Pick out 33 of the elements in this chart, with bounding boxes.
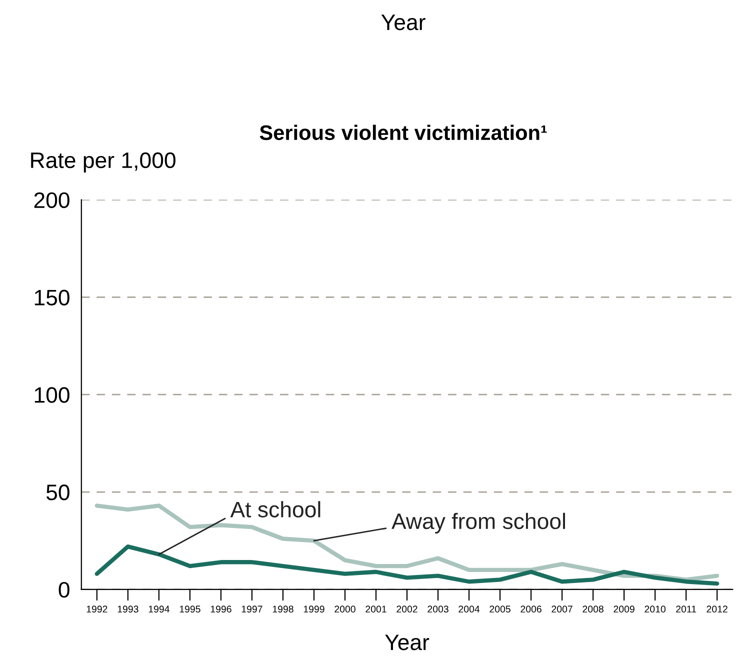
x-tick-label: 2006: [520, 606, 542, 613]
x-tick-label: 2010: [644, 606, 666, 613]
text: Year: [381, 14, 426, 30]
x-tick-label: 1992: [86, 606, 108, 613]
y-tick-label: 0: [58, 582, 70, 598]
x-tick-label: 2002: [396, 606, 418, 613]
x-tick-label: 1994: [148, 606, 170, 613]
x-tick-label: 2009: [614, 606, 634, 613]
x-tick-label: 2005: [490, 606, 510, 613]
x-tick-label: 2007: [552, 606, 572, 613]
x-tick-label: 1998: [272, 606, 294, 613]
x-tick-label: 2012: [706, 606, 728, 613]
annotation: Away from school: [392, 512, 565, 534]
x-axis-title: Year: [385, 634, 430, 650]
x-tick-label: 2000: [334, 606, 356, 613]
x-tick-label: 1997: [242, 606, 262, 613]
x-tick-label: 1999: [304, 606, 324, 613]
x-tick-label: 2008: [582, 606, 604, 613]
x-tick-label: 2011: [676, 606, 696, 613]
chart-title: Serious violent victimization¹: [260, 124, 547, 140]
x-tick-label: 1995: [180, 606, 200, 613]
annotation: At school: [230, 501, 320, 518]
x-tick-label: 2004: [458, 606, 480, 613]
y-tick-label: 50: [46, 484, 70, 500]
x-tick-label: 1993: [118, 606, 138, 613]
x-tick-label: 2001: [366, 606, 386, 613]
x-tick-label: 2003: [428, 606, 448, 613]
y-tick-label: 200: [34, 192, 70, 208]
y-tick-label: 100: [34, 387, 70, 403]
y-tick-label: 150: [34, 290, 70, 306]
x-tick-label: 1996: [210, 606, 232, 613]
line-series: [94, 544, 720, 586]
y-axis-title: Rate per 1,000: [31, 152, 176, 173]
